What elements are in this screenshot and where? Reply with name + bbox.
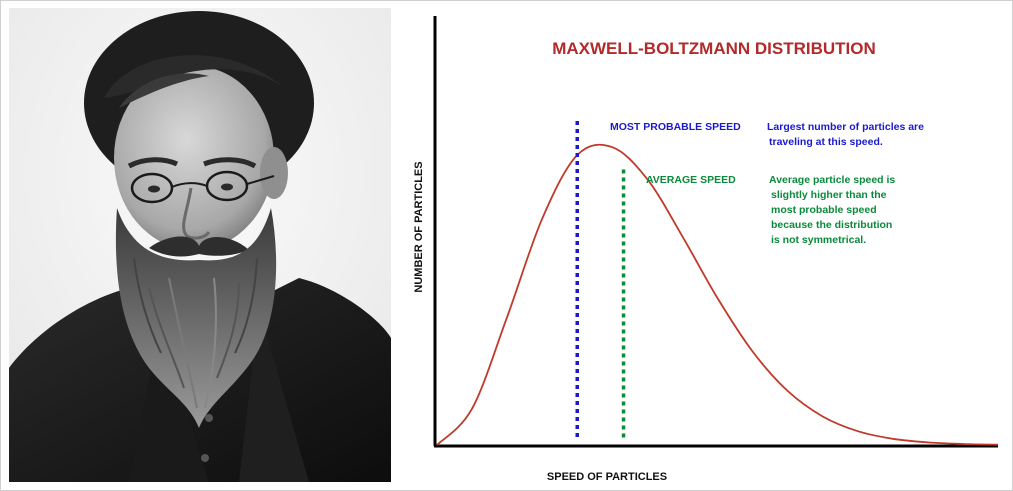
most-probable-note-line-2: traveling at this speed. <box>769 136 883 148</box>
average-note-line-1: Average particle speed is <box>769 174 895 186</box>
portrait-photo <box>9 8 391 482</box>
average-note-line-2: slightly higher than the <box>771 189 887 201</box>
distribution-curve <box>436 143 999 446</box>
average-speed-label: AVERAGE SPEED <box>646 174 736 186</box>
average-note-line-3: most probable speed <box>771 204 877 216</box>
x-axis-label: SPEED OF PARTICLES <box>547 471 667 483</box>
chart-area: MAXWELL-BOLTZMANN DISTRIBUTION SPEED OF … <box>400 0 1013 491</box>
most-probable-speed-label: MOST PROBABLE SPEED <box>610 121 741 133</box>
average-note-line-5: is not symmetrical. <box>771 234 866 246</box>
average-note-line-4: because the distribution <box>771 219 892 231</box>
chart-title: MAXWELL-BOLTZMANN DISTRIBUTION <box>552 39 876 58</box>
most-probable-note-line-1: Largest number of particles are <box>767 121 924 133</box>
y-axis-label: NUMBER OF PARTICLES <box>413 161 425 292</box>
chart-svg: MAXWELL-BOLTZMANN DISTRIBUTION SPEED OF … <box>413 16 999 483</box>
